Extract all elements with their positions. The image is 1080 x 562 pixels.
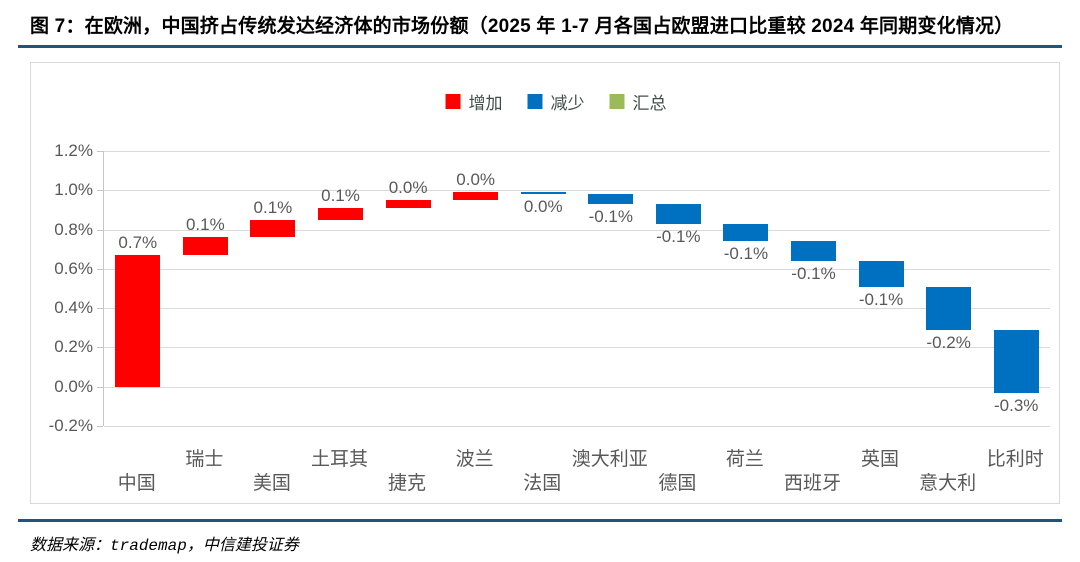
y-axis-tick <box>97 386 103 388</box>
y-axis-label: 0.8% <box>54 219 93 239</box>
y-axis-label: 0.4% <box>54 298 93 318</box>
bar-value-label: 0.1% <box>253 197 293 217</box>
x-axis-label: 西班牙 <box>783 473 841 494</box>
gridline <box>104 347 1050 349</box>
y-axis-tick <box>97 268 103 270</box>
gridline <box>104 229 1050 231</box>
gridline <box>104 190 1050 192</box>
bar-value-label: -0.1% <box>791 264 836 283</box>
legend-swatch-icon <box>445 94 461 109</box>
x-axis-label: 法国 <box>523 473 562 494</box>
y-axis-label: 1.2% <box>54 141 93 160</box>
waterfall-bar <box>520 192 566 195</box>
waterfall-bar <box>723 223 769 242</box>
gridline <box>104 426 1050 427</box>
waterfall-bar <box>858 261 904 287</box>
data-source-prefix: 数据来源： <box>30 537 111 554</box>
gridline <box>104 268 1050 270</box>
y-axis-label: 0.2% <box>54 337 93 357</box>
bar-value-label: 0.0% <box>523 197 563 217</box>
y-axis-label: 1.0% <box>54 180 93 200</box>
data-source-vendor: trademap <box>110 537 187 555</box>
x-axis-label: 美国 <box>252 473 291 494</box>
x-axis-label: 意大利 <box>919 473 977 494</box>
x-axis-label: 荷兰 <box>725 449 764 470</box>
waterfall-bar <box>453 192 499 201</box>
waterfall-bar <box>250 219 296 238</box>
data-source-suffix: ，中信建投证券 <box>186 537 299 554</box>
waterfall-bar <box>926 286 972 330</box>
waterfall-bar <box>182 237 228 256</box>
bar-value-label: -0.1% <box>858 289 904 309</box>
legend-item: 增加 <box>445 89 503 114</box>
y-axis-tick <box>97 229 103 231</box>
legend-item: 汇总 <box>609 89 667 114</box>
x-axis-label: 捷克 <box>388 473 427 494</box>
x-axis-label: 英国 <box>861 449 900 470</box>
gridline <box>104 308 1050 310</box>
footer-divider <box>18 519 1062 522</box>
legend-label: 增加 <box>468 94 503 113</box>
waterfall-bar <box>655 204 701 224</box>
chart-legend: 增加 减少 汇总 <box>445 89 667 114</box>
y-axis-tick <box>97 347 103 349</box>
y-axis-tick <box>97 190 103 192</box>
legend-label: 减少 <box>550 94 585 113</box>
bar-value-label: -0.2% <box>926 332 971 352</box>
y-axis-label: -0.2% <box>48 416 93 435</box>
bar-value-label: -0.3% <box>993 395 1039 415</box>
legend-label: 汇总 <box>632 94 667 113</box>
y-axis-tick <box>97 151 103 152</box>
bar-value-label: 0.7% <box>118 233 158 253</box>
bar-value-label: -0.1% <box>723 244 769 264</box>
waterfall-bar <box>588 194 634 205</box>
legend-swatch-icon <box>527 94 543 109</box>
waterfall-bar <box>993 329 1039 393</box>
x-axis-label: 中国 <box>117 473 156 494</box>
waterfall-bar <box>385 200 431 208</box>
bar-value-label: 0.1% <box>321 185 360 205</box>
waterfall-bar <box>791 241 836 261</box>
y-axis-tick <box>97 308 103 310</box>
legend-swatch-icon <box>609 94 625 109</box>
legend-item: 减少 <box>527 89 585 114</box>
bar-value-label: 0.1% <box>185 215 225 235</box>
bar-value-label: -0.1% <box>588 207 633 227</box>
bar-value-label: 0.0% <box>456 170 496 190</box>
y-axis-label: 0.6% <box>54 258 93 278</box>
x-axis-label: 土耳其 <box>310 449 368 470</box>
y-axis-label: 0.0% <box>54 376 93 396</box>
x-axis-label: 比利时 <box>986 449 1044 470</box>
bar-value-label: -0.1% <box>656 226 701 246</box>
title-divider <box>18 45 1062 48</box>
bar-value-label: 0.0% <box>388 178 428 198</box>
chart-container: 增加 减少 汇总 0.7% 0.1% 0.1% 0.1% 0.0% 0.0% 0.0% -0.1%… <box>30 62 1060 504</box>
waterfall-bar <box>318 207 363 220</box>
gridline <box>104 386 1050 388</box>
x-axis-label: 德国 <box>658 473 697 494</box>
y-axis-tick <box>97 426 103 427</box>
x-axis-label: 波兰 <box>455 449 494 470</box>
figure-title: 图 7：在欧洲，中国挤占传统发达经济体的市场份额（2025 年 1-7 月各国占… <box>30 16 1014 37</box>
plot-area: 0.7% 0.1% 0.1% 0.1% 0.0% 0.0% 0.0% -0.1% -0.1% -0… <box>103 151 1050 427</box>
waterfall-bar <box>115 255 161 387</box>
data-source: 数据来源：trademap，中信建投证券 <box>30 531 299 555</box>
gridline <box>104 151 1050 152</box>
x-axis-label: 瑞士 <box>185 449 224 470</box>
x-axis-label: 澳大利亚 <box>571 449 648 470</box>
